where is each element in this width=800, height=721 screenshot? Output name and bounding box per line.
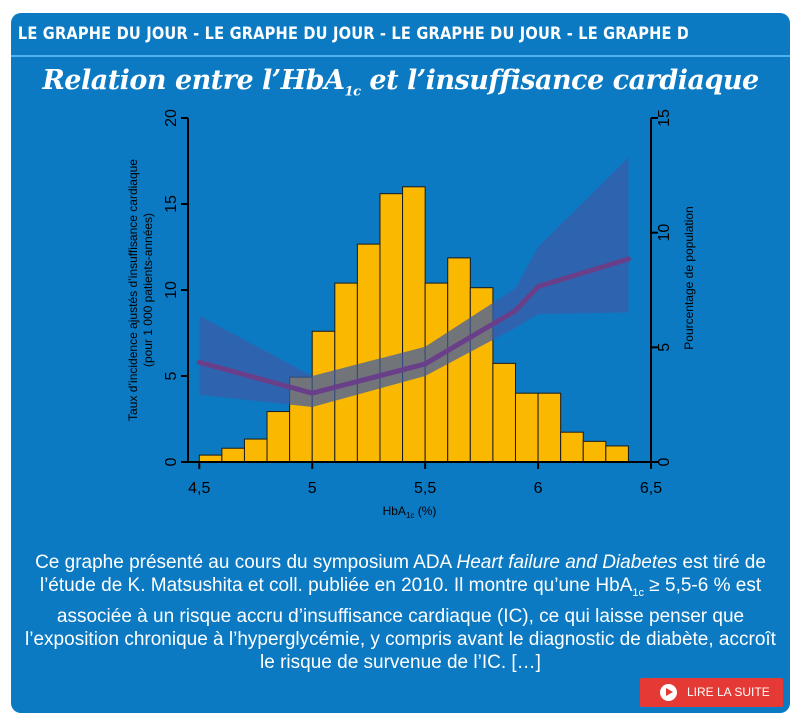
right-axis-tick-label: 0 — [656, 457, 673, 466]
left-axis-tick-label: 20 — [163, 109, 180, 127]
left-axis-tick-label: 10 — [163, 281, 180, 299]
histogram-bar — [198, 454, 223, 463]
chart-title-end: et l’insuffisance cardiaque — [360, 65, 759, 96]
right-axis-tick-label: 5 — [656, 343, 673, 352]
banner-text: LE GRAPHE DU JOUR - LE GRAPHE DU JOUR - … — [17, 24, 688, 44]
confidence-band-layer — [199, 157, 629, 407]
histogram-bar — [243, 438, 268, 463]
banner-divider — [11, 55, 790, 57]
x-axis-tick-label: 5,5 — [414, 480, 436, 497]
x-axis-tick-label: 6,5 — [640, 480, 662, 497]
histogram-bar — [605, 445, 629, 463]
x-axis-label-unit: (%) — [414, 504, 436, 518]
description-part-2: est tiré de l’étude de K. Matsushita et … — [39, 552, 766, 596]
histogram-bar — [537, 392, 562, 463]
read-more-label: LIRE LA SUITE — [687, 685, 770, 699]
description-part-3: ≥ 5,5-6 % est associée à un risque accru… — [25, 575, 776, 673]
read-more-button[interactable]: LIRE LA SUITE — [640, 678, 783, 707]
play-icon — [660, 684, 677, 701]
left-axis-label-line-1: Taux d’incidence ajustés d’insuffisance … — [126, 159, 140, 421]
left-axis-tick-label: 0 — [163, 457, 180, 466]
left-axis-tick-label: 15 — [163, 195, 180, 213]
description-subscript: 1c — [632, 586, 645, 599]
histogram-bar — [266, 411, 291, 463]
histogram-bar — [356, 243, 381, 463]
incidence-rate-line — [196, 256, 631, 396]
right-axis-tick-label: 10 — [656, 224, 673, 242]
x-axis-tick-label: 6 — [534, 480, 543, 497]
description-text: Ce graphe présenté au cours du symposium… — [25, 551, 776, 674]
histogram-bar — [221, 447, 245, 463]
x-axis-label: HbA1c (%) — [383, 504, 437, 520]
description-part-1: Ce graphe présenté au cours du symposium… — [35, 552, 457, 573]
incidence-line-layer — [196, 256, 631, 396]
graph-of-the-day-card: LE GRAPHE DU JOUR - LE GRAPHE DU JOUR - … — [11, 13, 790, 713]
axis-labels: HbA1c (%) Taux d’incidence ajustés d’insu… — [126, 159, 696, 520]
histogram-bar — [402, 186, 426, 463]
x-axis-label-subscript: 1c — [406, 511, 414, 520]
description-symposium-title: Heart failure and Diabetes — [456, 552, 678, 573]
confidence-band — [199, 157, 629, 407]
histogram-bar — [514, 392, 539, 463]
chart-axes: 0 5 10 15 20 0 5 10 15 4,5 5 5,5 6 6,5 — [163, 109, 673, 497]
x-axis-tick-label: 5 — [308, 480, 317, 497]
histogram-bar — [379, 193, 404, 463]
histogram-bar — [560, 431, 584, 463]
chart-title: Relation entre l’HbA1c et l’insuffisance… — [11, 65, 790, 99]
x-axis-tick-label: 4,5 — [188, 480, 210, 497]
hba1c-heart-failure-chart: 0 5 10 15 20 0 5 10 15 4,5 5 5,5 6 6,5 HbA1c (%) Taux … — [126, 109, 696, 520]
histogram-bar — [582, 440, 607, 463]
chart-title-subscript: 1c — [344, 84, 361, 100]
right-axis-label: Pourcentage de population — [682, 206, 696, 349]
right-axis-tick-label: 15 — [656, 109, 673, 127]
x-axis-label-main: HbA — [383, 504, 406, 518]
left-axis-tick-label: 5 — [163, 371, 180, 380]
left-axis-label-line-2: (pour 1 000 patients-années) — [141, 213, 155, 367]
histogram-bar — [492, 362, 516, 463]
chart-title-main: Relation entre l’HbA — [42, 65, 345, 96]
